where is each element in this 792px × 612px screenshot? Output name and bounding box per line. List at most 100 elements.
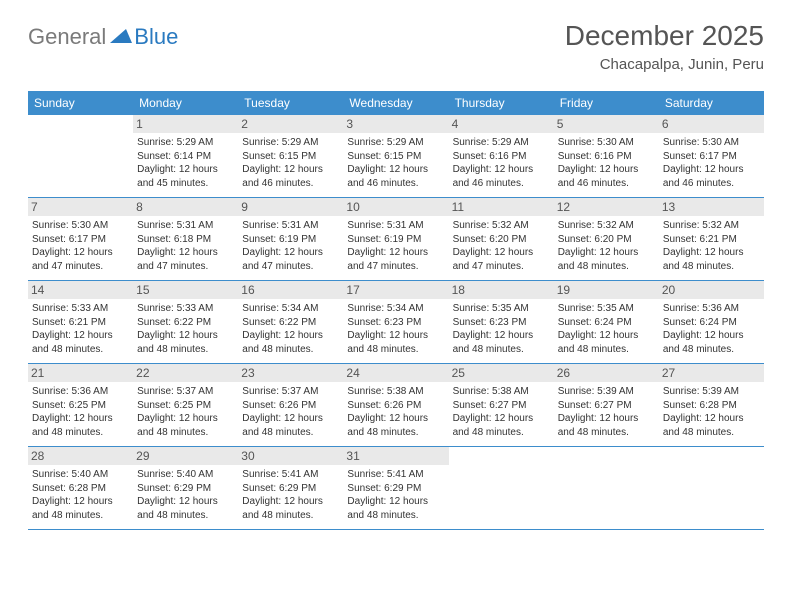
- day-info: Sunrise: 5:34 AMSunset: 6:22 PMDaylight:…: [242, 302, 339, 356]
- day-number: 9: [238, 198, 343, 216]
- day-number: 22: [133, 364, 238, 382]
- day-cell: 16Sunrise: 5:34 AMSunset: 6:22 PMDayligh…: [238, 281, 343, 363]
- day-cell: 28Sunrise: 5:40 AMSunset: 6:28 PMDayligh…: [28, 447, 133, 529]
- day-info: Sunrise: 5:32 AMSunset: 6:20 PMDaylight:…: [453, 219, 550, 273]
- day-info: Sunrise: 5:34 AMSunset: 6:23 PMDaylight:…: [347, 302, 444, 356]
- day-cell: 22 Sunrise: 5:37 AMSunset: 6:25 PMDayligh…: [133, 364, 238, 446]
- weekday-header: Thursday: [449, 91, 554, 115]
- day-cell: 24 Sunrise: 5:38 AMSunset: 6:26 PMDayligh…: [343, 364, 448, 446]
- day-number: 2: [238, 115, 343, 133]
- logo-text-general: General: [28, 24, 106, 50]
- calendar: SundayMondayTuesdayWednesdayThursdayFrid…: [28, 91, 764, 530]
- day-number: 12: [554, 198, 659, 216]
- day-number: 19: [554, 281, 659, 299]
- day-info: Sunrise: 5:30 AMSunset: 6:16 PMDaylight:…: [558, 136, 655, 190]
- weekday-header: Sunday: [28, 91, 133, 115]
- day-info: Sunrise: 5:39 AMSunset: 6:27 PMDaylight:…: [558, 385, 655, 439]
- day-cell: 9 Sunrise: 5:31 AMSunset: 6:19 PMDaylight…: [238, 198, 343, 280]
- day-number: 18: [449, 281, 554, 299]
- day-cell: 1Sunrise: 5:29 AMSunset: 6:14 PMDaylight…: [133, 115, 238, 197]
- day-info: Sunrise: 5:29 AMSunset: 6:16 PMDaylight:…: [453, 136, 550, 190]
- day-info: Sunrise: 5:31 AMSunset: 6:18 PMDaylight:…: [137, 219, 234, 273]
- day-number: 24: [343, 364, 448, 382]
- day-info: Sunrise: 5:37 AMSunset: 6:25 PMDaylight:…: [137, 385, 234, 439]
- day-cell: [28, 115, 133, 197]
- day-cell: 12Sunrise: 5:32 AMSunset: 6:20 PMDayligh…: [554, 198, 659, 280]
- day-cell: 25 Sunrise: 5:38 AMSunset: 6:27 PMDayligh…: [449, 364, 554, 446]
- day-number: 23: [238, 364, 343, 382]
- day-number: 31: [343, 447, 448, 465]
- day-cell: 29 Sunrise: 5:40 AMSunset: 6:29 PMDayligh…: [133, 447, 238, 529]
- day-info: Sunrise: 5:38 AMSunset: 6:27 PMDaylight:…: [453, 385, 550, 439]
- logo-text-blue: Blue: [134, 24, 178, 50]
- month-title: December 2025: [565, 20, 764, 52]
- location: Chacapalpa, Junin, Peru: [565, 56, 764, 73]
- day-info: Sunrise: 5:37 AMSunset: 6:26 PMDaylight:…: [242, 385, 339, 439]
- day-number: 26: [554, 364, 659, 382]
- day-cell: 5 Sunrise: 5:30 AMSunset: 6:16 PMDaylight…: [554, 115, 659, 197]
- day-cell: [449, 447, 554, 529]
- day-cell: 21Sunrise: 5:36 AMSunset: 6:25 PMDayligh…: [28, 364, 133, 446]
- day-cell: [554, 447, 659, 529]
- day-info: Sunrise: 5:29 AMSunset: 6:15 PMDaylight:…: [347, 136, 444, 190]
- day-number: 20: [659, 281, 764, 299]
- day-cell: 6 Sunrise: 5:30 AMSunset: 6:17 PMDaylight…: [659, 115, 764, 197]
- weekday-header: Saturday: [659, 91, 764, 115]
- day-cell: 14 Sunrise: 5:33 AMSunset: 6:21 PMDayligh…: [28, 281, 133, 363]
- day-cell: 27 Sunrise: 5:39 AMSunset: 6:28 PMDayligh…: [659, 364, 764, 446]
- weekday-header: Friday: [554, 91, 659, 115]
- day-info: Sunrise: 5:29 AMSunset: 6:15 PMDaylight:…: [242, 136, 339, 190]
- title-block: December 2025 Chacapalpa, Junin, Peru: [565, 20, 764, 73]
- day-info: Sunrise: 5:35 AMSunset: 6:23 PMDaylight:…: [453, 302, 550, 356]
- day-cell: [659, 447, 764, 529]
- day-number: 15: [133, 281, 238, 299]
- week-row: 1Sunrise: 5:29 AMSunset: 6:14 PMDaylight…: [28, 115, 764, 198]
- day-number: 30: [238, 447, 343, 465]
- weekday-header-row: SundayMondayTuesdayWednesdayThursdayFrid…: [28, 91, 764, 115]
- day-info: Sunrise: 5:33 AMSunset: 6:22 PMDaylight:…: [137, 302, 234, 356]
- weekday-header: Monday: [133, 91, 238, 115]
- day-info: Sunrise: 5:31 AMSunset: 6:19 PMDaylight:…: [242, 219, 339, 273]
- day-info: Sunrise: 5:40 AMSunset: 6:29 PMDaylight:…: [137, 468, 234, 522]
- day-cell: 7Sunrise: 5:30 AMSunset: 6:17 PMDaylight…: [28, 198, 133, 280]
- day-cell: 13 Sunrise: 5:32 AMSunset: 6:21 PMDayligh…: [659, 198, 764, 280]
- day-cell: 4 Sunrise: 5:29 AMSunset: 6:16 PMDaylight…: [449, 115, 554, 197]
- day-info: Sunrise: 5:36 AMSunset: 6:25 PMDaylight:…: [32, 385, 129, 439]
- day-info: Sunrise: 5:41 AMSunset: 6:29 PMDaylight:…: [347, 468, 444, 522]
- day-info: Sunrise: 5:31 AMSunset: 6:19 PMDaylight:…: [347, 219, 444, 273]
- day-cell: 18 Sunrise: 5:35 AMSunset: 6:23 PMDayligh…: [449, 281, 554, 363]
- day-number: 13: [659, 198, 764, 216]
- day-number: 4: [449, 115, 554, 133]
- day-number: 1: [133, 115, 238, 133]
- day-info: Sunrise: 5:32 AMSunset: 6:21 PMDaylight:…: [663, 219, 760, 273]
- day-cell: 20 Sunrise: 5:36 AMSunset: 6:24 PMDayligh…: [659, 281, 764, 363]
- day-number: 27: [659, 364, 764, 382]
- day-number: 25: [449, 364, 554, 382]
- day-info: Sunrise: 5:30 AMSunset: 6:17 PMDaylight:…: [663, 136, 760, 190]
- day-cell: 15 Sunrise: 5:33 AMSunset: 6:22 PMDayligh…: [133, 281, 238, 363]
- day-number: 14: [28, 281, 133, 299]
- day-number: 29: [133, 447, 238, 465]
- day-number: 7: [28, 198, 133, 216]
- logo: General Blue: [28, 24, 178, 50]
- day-number: 17: [343, 281, 448, 299]
- day-number: 11: [449, 198, 554, 216]
- logo-triangle-icon: [110, 27, 132, 48]
- day-info: Sunrise: 5:36 AMSunset: 6:24 PMDaylight:…: [663, 302, 760, 356]
- day-number: 5: [554, 115, 659, 133]
- day-number: 6: [659, 115, 764, 133]
- day-cell: 30Sunrise: 5:41 AMSunset: 6:29 PMDayligh…: [238, 447, 343, 529]
- day-info: Sunrise: 5:39 AMSunset: 6:28 PMDaylight:…: [663, 385, 760, 439]
- day-info: Sunrise: 5:38 AMSunset: 6:26 PMDaylight:…: [347, 385, 444, 439]
- weekday-header: Tuesday: [238, 91, 343, 115]
- day-number: 10: [343, 198, 448, 216]
- header: General Blue December 2025 Chacapalpa, J…: [28, 20, 764, 73]
- week-row: 21Sunrise: 5:36 AMSunset: 6:25 PMDayligh…: [28, 364, 764, 447]
- day-number: 3: [343, 115, 448, 133]
- day-cell: 23 Sunrise: 5:37 AMSunset: 6:26 PMDayligh…: [238, 364, 343, 446]
- day-cell: 11 Sunrise: 5:32 AMSunset: 6:20 PMDayligh…: [449, 198, 554, 280]
- day-info: Sunrise: 5:33 AMSunset: 6:21 PMDaylight:…: [32, 302, 129, 356]
- day-cell: 10 Sunrise: 5:31 AMSunset: 6:19 PMDayligh…: [343, 198, 448, 280]
- day-cell: 31 Sunrise: 5:41 AMSunset: 6:29 PMDayligh…: [343, 447, 448, 529]
- day-number: 28: [28, 447, 133, 465]
